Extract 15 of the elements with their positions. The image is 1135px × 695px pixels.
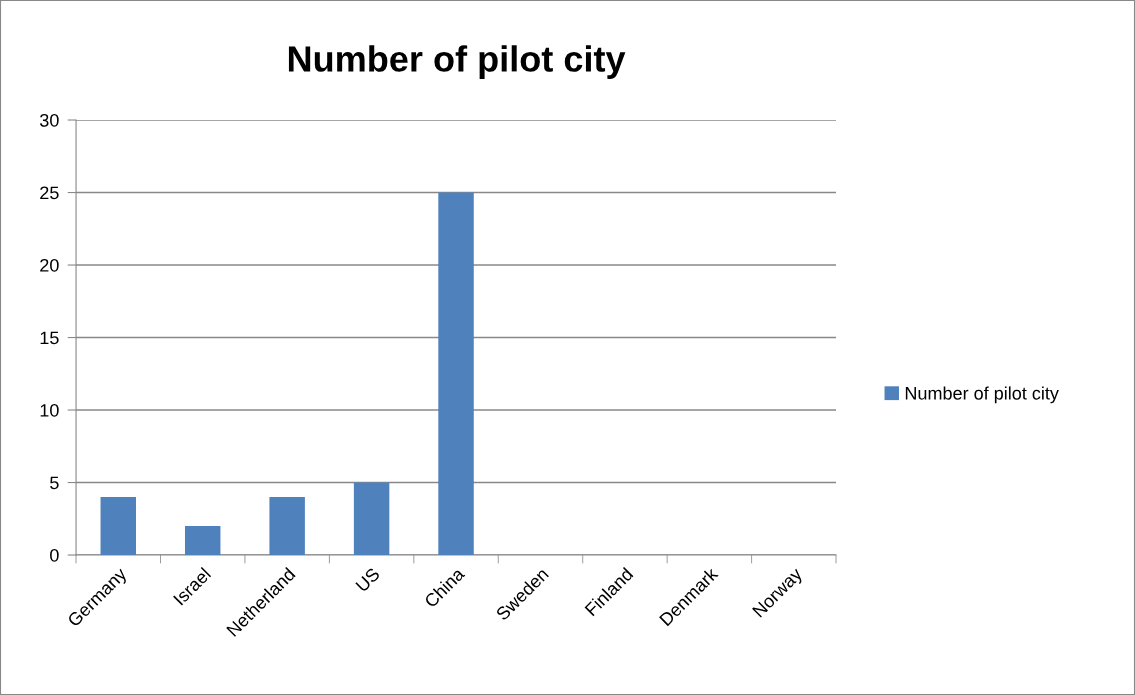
y-tick-label: 10 [40, 403, 59, 417]
y-tick-label: 30 [39, 113, 59, 127]
y-tick-label: 5 [50, 476, 59, 490]
x-tick-label: US [355, 567, 381, 593]
bar [100, 497, 136, 556]
legend-label: Number of pilot city [905, 386, 1059, 404]
bar [353, 482, 390, 556]
y-tick-label: 15 [40, 331, 59, 345]
bar [438, 192, 474, 556]
y-tick-label: 25 [40, 186, 59, 200]
bar [184, 526, 221, 556]
chart-title: Number of pilot city [288, 45, 626, 79]
y-tick-label: 20 [40, 258, 59, 272]
y-tick-label: 0 [50, 548, 59, 562]
bar [269, 497, 305, 556]
